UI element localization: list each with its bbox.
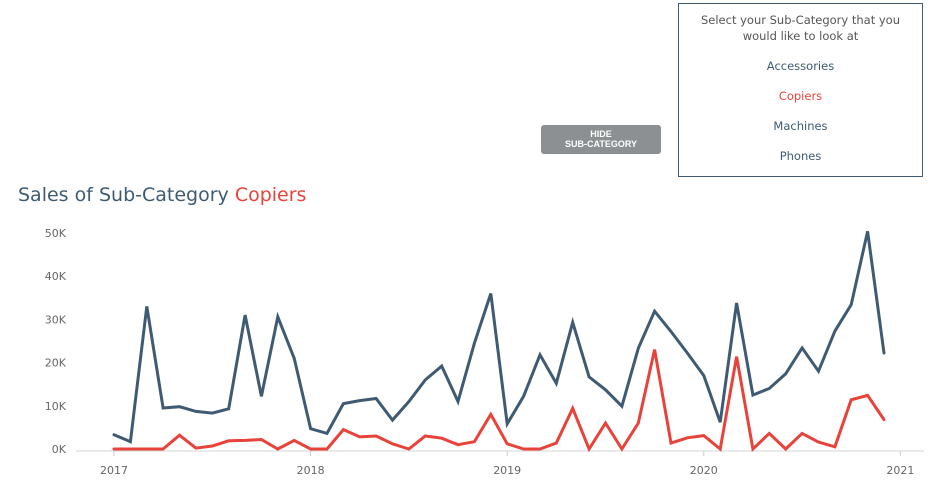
y-tick-label: 0K — [52, 443, 67, 456]
hide-button-line2: SUB-CATEGORY — [565, 139, 637, 149]
chart-title-prefix: Sales of Sub-Category — [18, 184, 229, 206]
filter-item-copiers[interactable]: Copiers — [778, 89, 823, 103]
y-tick-label: 50K — [45, 227, 67, 240]
filter-item-phones[interactable]: Phones — [779, 149, 822, 163]
x-tick-label: 2017 — [100, 464, 128, 477]
y-tick-label: 40K — [45, 270, 67, 283]
filter-item-machines[interactable]: Machines — [773, 119, 828, 133]
series-line-primary — [112, 230, 886, 444]
x-tick-label: 2019 — [493, 464, 521, 477]
y-tick-label: 10K — [45, 400, 67, 413]
filter-prompt: Select your Sub-Category that you would … — [700, 13, 900, 43]
y-tick-label: 20K — [45, 357, 67, 370]
x-tick-label: 2020 — [690, 464, 718, 477]
hide-button-line1: HIDE — [590, 129, 612, 139]
y-tick-label: 30K — [45, 313, 67, 326]
filter-item-accessories[interactable]: Accessories — [766, 59, 835, 73]
chart-title: Sales of Sub-Category Copiers — [18, 184, 306, 206]
series-line-highlight — [112, 349, 886, 453]
x-tick-label: 2021 — [886, 464, 914, 477]
hide-sub-category-button[interactable]: HIDE SUB-CATEGORY — [541, 125, 661, 154]
sub-category-filter-panel: Select your Sub-Category that you would … — [678, 3, 923, 177]
x-tick-label: 2018 — [297, 464, 325, 477]
chart-title-highlight: Copiers — [234, 184, 307, 206]
filter-list: Accessories Copiers Machines Phones — [679, 51, 922, 171]
